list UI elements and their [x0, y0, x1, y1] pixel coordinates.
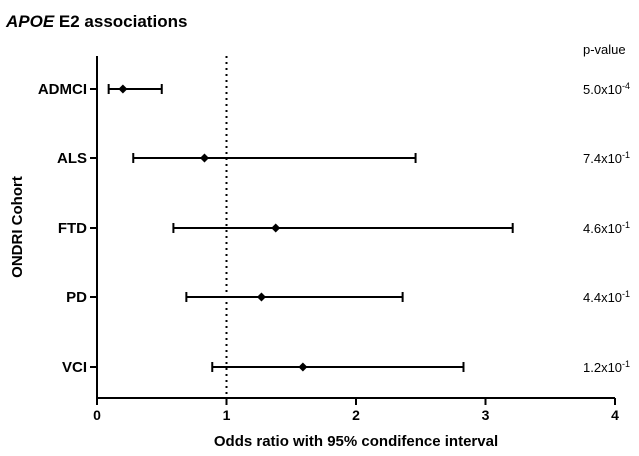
p-value-label: 4.4x10-1 [583, 289, 630, 305]
p-value-label: 7.4x10-1 [583, 150, 630, 166]
odds-ratio-marker [118, 84, 128, 94]
odds-ratio-marker [256, 292, 266, 302]
pvalue-header: p-value [583, 42, 626, 57]
chart-title-rest: E2 associations [54, 12, 187, 31]
x-ticks: 0 1 2 3 4 [93, 398, 619, 423]
odds-ratio-marker [199, 153, 209, 163]
forest-rows: ADMCI 5.0x10-4 ALS 7.4x10-1 FTD 4.6x10-1 PD 4.4… [38, 81, 630, 376]
chart-title-italic: APOE [5, 12, 55, 31]
p-value-label: 1.2x10-1 [583, 359, 630, 375]
p-value-label: 5.0x10-4 [583, 81, 630, 97]
odds-ratio-marker [298, 362, 308, 372]
category-label: FTD [58, 220, 87, 237]
category-label: PD [66, 289, 87, 306]
p-value-label: 4.6x10-1 [583, 220, 630, 236]
x-tick-label: 1 [223, 407, 231, 423]
odds-ratio-marker [271, 223, 281, 233]
y-axis-label: ONDRI Cohort [9, 176, 26, 278]
x-axis-label: Odds ratio with 95% condifence interval [214, 433, 498, 450]
category-label: ALS [57, 150, 87, 167]
x-tick-label: 2 [352, 407, 360, 423]
x-tick-label: 4 [611, 407, 619, 423]
x-tick-label: 0 [93, 407, 101, 423]
category-label: VCI [62, 359, 87, 376]
category-label: ADMCI [38, 81, 87, 98]
x-tick-label: 3 [482, 407, 490, 423]
chart-title: APOE E2 associations [5, 12, 187, 31]
